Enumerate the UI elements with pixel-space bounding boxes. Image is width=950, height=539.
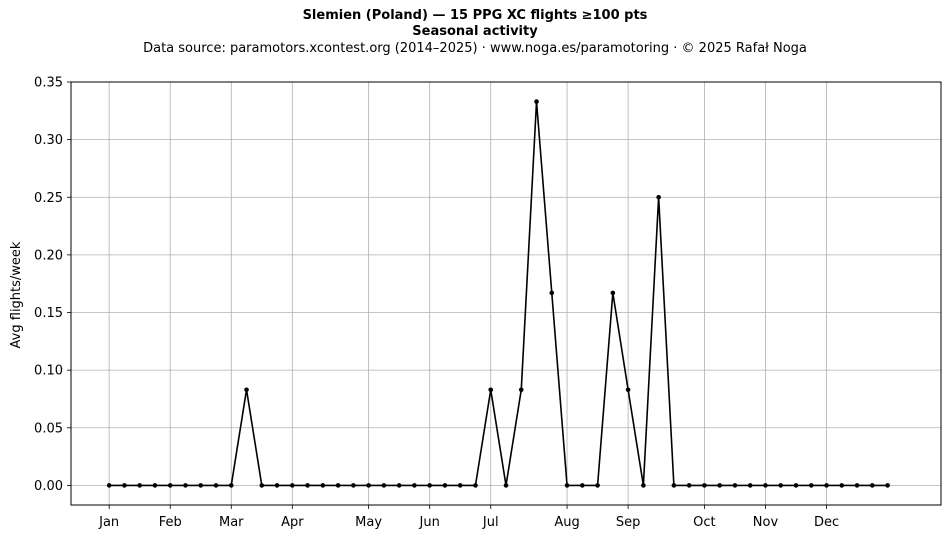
data-point — [213, 483, 219, 488]
x-tick-label-dec: Dec — [814, 515, 839, 530]
data-point — [595, 483, 600, 488]
chart-title: Slemien (Poland) — 15 PPG XC flights ≥10… — [302, 8, 648, 23]
series-layer — [106, 99, 890, 488]
y-axis-label: Avg flights/week — [9, 241, 24, 348]
data-point — [870, 483, 875, 488]
data-point — [580, 483, 585, 488]
data-point — [793, 483, 799, 488]
x-tick-label-oct: Oct — [693, 515, 715, 530]
data-point — [198, 483, 204, 488]
data-point — [335, 483, 341, 488]
y-tick-label: 0.15 — [34, 306, 63, 321]
data-point — [747, 483, 753, 488]
data-point — [473, 483, 478, 488]
data-point — [610, 290, 616, 296]
y-tick-label: 0.20 — [34, 248, 63, 263]
x-tick-label-jan: Jan — [98, 515, 119, 530]
data-point — [290, 483, 295, 488]
data-point — [641, 483, 646, 488]
data-source-note: Data source: paramotors.xcontest.org (20… — [143, 41, 807, 56]
data-point — [122, 483, 127, 488]
series-line — [109, 100, 888, 487]
x-tick-label-may: May — [355, 515, 382, 530]
data-point — [152, 483, 158, 488]
data-point — [839, 483, 845, 488]
data-point — [503, 483, 509, 488]
data-point — [808, 483, 814, 488]
data-point — [854, 483, 860, 488]
data-point — [885, 483, 890, 488]
data-point — [442, 483, 448, 488]
y-tick-label: 0.10 — [34, 364, 63, 379]
data-point — [686, 483, 692, 488]
x-tick-label-mar: Mar — [219, 515, 244, 530]
data-point — [671, 483, 677, 488]
data-point — [763, 483, 768, 488]
y-tick-label: 0.05 — [34, 421, 63, 436]
data-point — [518, 387, 524, 393]
data-point — [305, 483, 310, 488]
data-point — [778, 483, 784, 488]
data-point — [396, 483, 402, 488]
data-point — [183, 483, 188, 488]
data-point — [320, 483, 326, 488]
data-point — [717, 483, 722, 488]
chart-subtitle: Seasonal activity — [412, 24, 538, 39]
data-point — [366, 483, 371, 488]
axes: 0.00 0.05 0.10 0.15 0.20 0.25 0.30 0.35 Jan Feb Ma… — [34, 76, 942, 530]
data-point — [564, 483, 570, 488]
data-point — [549, 290, 555, 296]
data-point — [488, 387, 494, 393]
y-tick-label: 0.00 — [34, 479, 63, 494]
x-tick-label-aug: Aug — [554, 515, 579, 530]
data-point — [412, 483, 417, 488]
data-point — [702, 483, 707, 488]
x-tick-label-nov: Nov — [753, 515, 779, 530]
data-point — [732, 483, 738, 488]
grid-lines — [71, 81, 941, 505]
data-point — [137, 483, 142, 488]
data-point — [625, 387, 631, 393]
data-point — [824, 483, 829, 488]
data-point — [167, 483, 173, 488]
x-tick-label-jun: Jun — [419, 515, 440, 530]
y-tick-label: 0.25 — [34, 191, 63, 206]
x-tick-label-feb: Feb — [159, 515, 182, 530]
y-tick-label: 0.30 — [34, 133, 63, 148]
data-point — [106, 483, 112, 488]
x-tick-label-sep: Sep — [616, 515, 641, 530]
data-point — [656, 194, 661, 200]
data-point — [381, 483, 387, 488]
data-point — [534, 99, 539, 104]
data-point — [244, 387, 249, 393]
x-tick-label-apr: Apr — [281, 515, 304, 530]
data-point — [259, 483, 265, 488]
data-point — [457, 483, 463, 488]
data-point — [274, 483, 280, 488]
chart-header: Slemien (Poland) — 15 PPG XC flights ≥10… — [0, 8, 950, 58]
x-tick-label-jul: Jul — [482, 515, 499, 530]
plot-frame — [70, 81, 942, 506]
data-point — [427, 483, 432, 488]
data-point — [228, 483, 234, 488]
data-point — [351, 483, 356, 488]
y-tick-label: 0.35 — [34, 76, 63, 91]
